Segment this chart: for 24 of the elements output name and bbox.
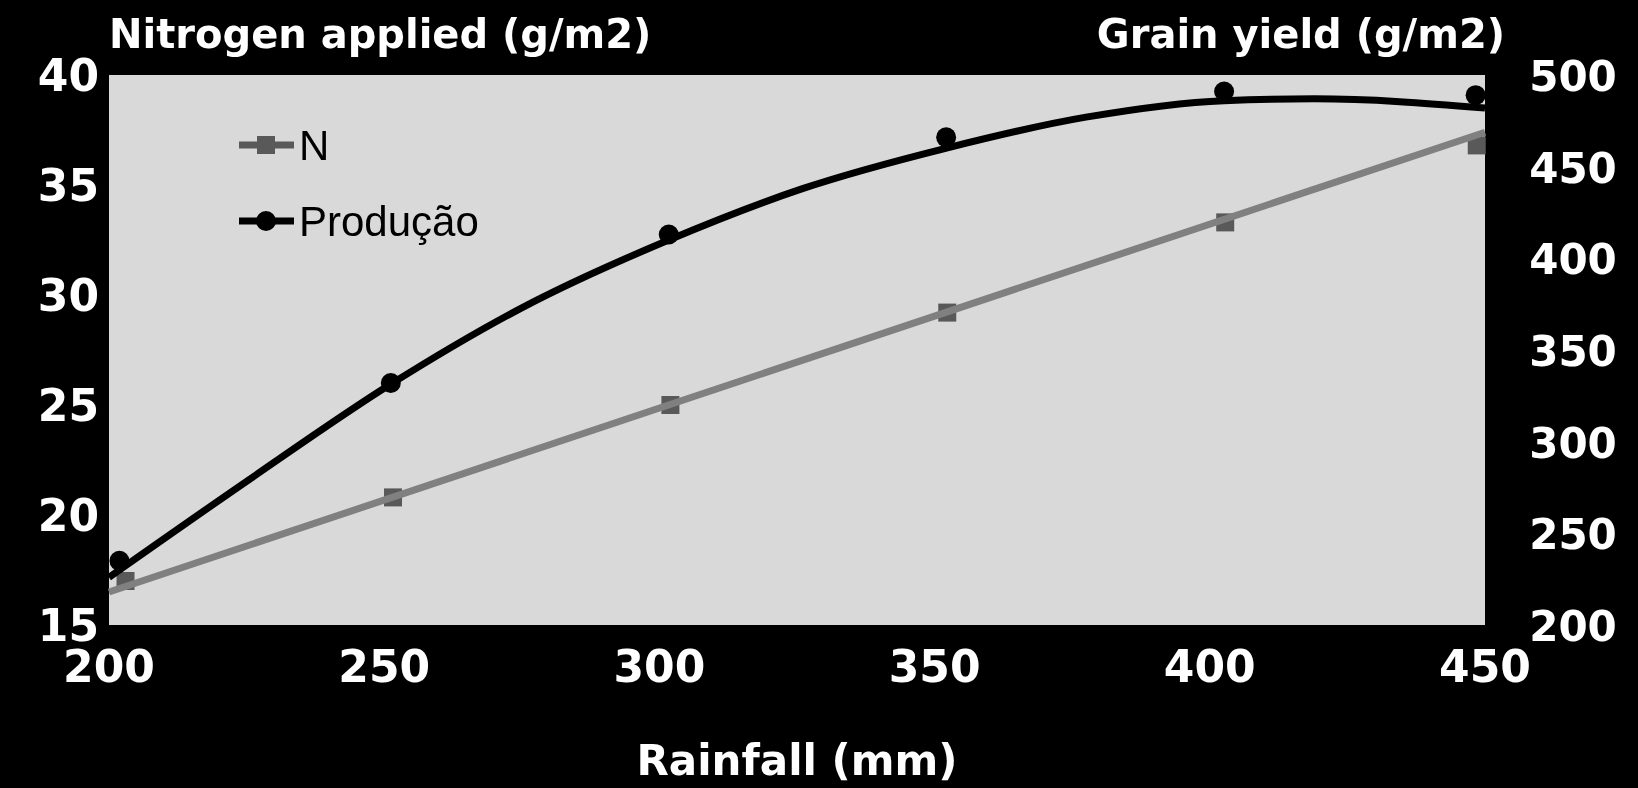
y2-tick-label: 450 (1529, 143, 1617, 193)
x-tick-label: 400 (1163, 641, 1256, 692)
y2-tick-label: 200 (1529, 602, 1617, 651)
y2-axis-title: Grain yield (g/m2) (1096, 11, 1505, 57)
x-tick-label: 450 (1439, 641, 1531, 692)
y-axis-title: Nitrogen applied (g/m2) (109, 11, 652, 57)
point (1465, 85, 1486, 106)
x-tick-label: 350 (888, 641, 981, 692)
x-tick-label: 300 (613, 641, 706, 692)
y-tick-label: 25 (37, 380, 99, 431)
legend-label: N (299, 122, 330, 169)
legend-label: Produção (299, 198, 479, 245)
y-tick-label: 40 (37, 50, 99, 101)
y-tick-label: 35 (37, 160, 99, 211)
y2-tick-label: 300 (1529, 418, 1617, 468)
y2-tick-label: 250 (1529, 510, 1617, 560)
x-tick-label: 250 (338, 641, 431, 692)
point (936, 127, 957, 148)
y2-tick-label: 500 (1529, 52, 1617, 101)
y2-tick-label: 350 (1529, 327, 1617, 376)
y2-tick-label: 400 (1529, 235, 1617, 285)
y-tick-label: 20 (37, 490, 99, 541)
y-tick-label: 30 (37, 270, 99, 321)
x-axis-title: Rainfall (mm) (636, 736, 958, 785)
